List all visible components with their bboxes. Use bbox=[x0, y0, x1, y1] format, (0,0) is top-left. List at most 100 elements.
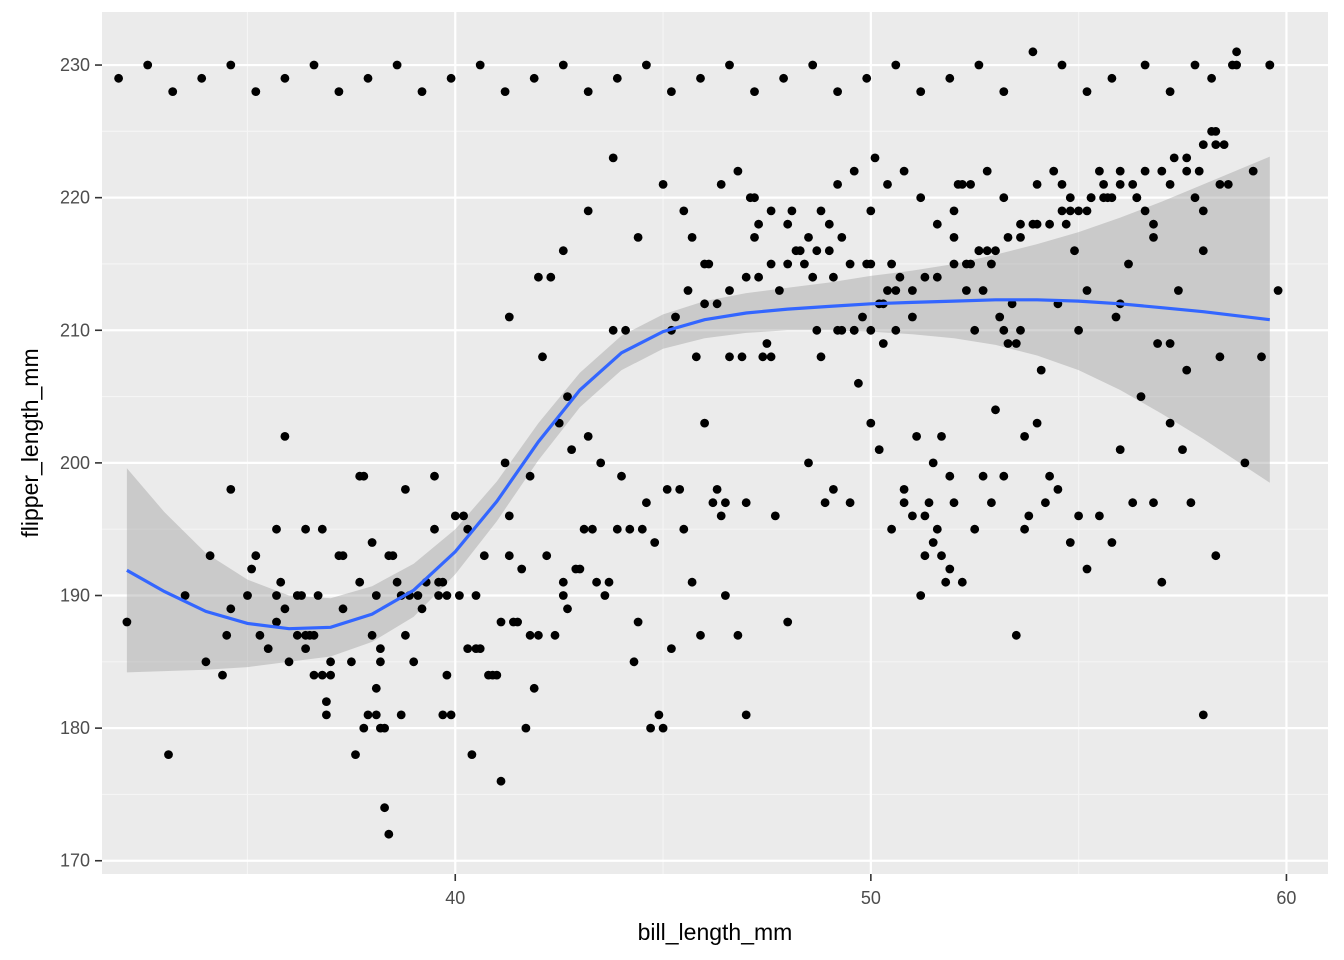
data-point bbox=[932, 272, 942, 282]
data-point bbox=[1111, 312, 1121, 322]
data-point bbox=[388, 551, 398, 561]
data-point bbox=[1016, 325, 1025, 335]
data-point bbox=[891, 286, 901, 295]
data-point bbox=[1024, 511, 1034, 521]
data-point bbox=[1082, 87, 1092, 96]
data-point bbox=[1190, 60, 1200, 70]
data-point bbox=[1065, 206, 1075, 216]
data-point bbox=[696, 630, 705, 640]
data-point bbox=[999, 471, 1009, 481]
data-point bbox=[355, 577, 365, 587]
data-point bbox=[272, 591, 281, 600]
x-axis: 40 50 60 bbox=[445, 874, 1296, 908]
data-point bbox=[945, 471, 955, 481]
data-point bbox=[567, 445, 576, 454]
data-point bbox=[1082, 206, 1092, 216]
data-point bbox=[741, 710, 751, 720]
data-point bbox=[816, 352, 826, 362]
data-point bbox=[675, 485, 685, 494]
data-point bbox=[812, 325, 822, 335]
x-axis-title: bill_length_mm bbox=[638, 919, 793, 945]
data-point bbox=[243, 591, 252, 600]
data-point bbox=[1165, 418, 1175, 428]
data-point bbox=[837, 233, 847, 242]
data-point bbox=[347, 657, 356, 667]
data-point bbox=[596, 458, 606, 468]
data-point bbox=[949, 233, 959, 242]
data-point bbox=[417, 87, 427, 96]
data-point bbox=[1053, 485, 1063, 494]
data-point bbox=[754, 272, 763, 282]
data-point bbox=[883, 286, 892, 295]
data-point bbox=[1082, 564, 1092, 574]
data-point bbox=[392, 60, 402, 70]
data-point bbox=[396, 710, 406, 720]
x-tick-label: 40 bbox=[445, 888, 465, 908]
data-point bbox=[937, 551, 946, 561]
data-point bbox=[891, 60, 901, 70]
data-point bbox=[758, 352, 768, 362]
data-point bbox=[1011, 630, 1021, 640]
data-point bbox=[642, 498, 651, 508]
data-point bbox=[716, 511, 726, 521]
data-point bbox=[995, 312, 1005, 322]
data-point bbox=[937, 432, 946, 441]
data-point bbox=[633, 617, 643, 627]
data-point bbox=[1219, 140, 1229, 150]
data-point bbox=[1157, 577, 1167, 587]
data-point bbox=[579, 524, 589, 534]
data-point bbox=[1149, 498, 1158, 508]
y-tick-label: 180 bbox=[60, 718, 90, 738]
data-point bbox=[970, 325, 980, 335]
data-point bbox=[588, 524, 597, 534]
data-point bbox=[525, 471, 535, 481]
data-point bbox=[887, 259, 896, 269]
data-point bbox=[1136, 392, 1146, 401]
data-point bbox=[679, 524, 689, 534]
data-point bbox=[766, 352, 776, 362]
data-point bbox=[824, 246, 834, 256]
data-point bbox=[741, 498, 751, 508]
data-point bbox=[920, 272, 930, 282]
data-point bbox=[367, 538, 377, 547]
data-point bbox=[912, 432, 921, 441]
data-point bbox=[721, 498, 730, 508]
data-point bbox=[463, 644, 473, 653]
data-point bbox=[1140, 206, 1150, 216]
data-point bbox=[1074, 325, 1083, 335]
data-point bbox=[351, 750, 360, 759]
data-point bbox=[974, 60, 984, 70]
data-point bbox=[309, 670, 319, 680]
data-point bbox=[255, 630, 265, 640]
data-point bbox=[197, 73, 207, 83]
data-point bbox=[945, 73, 955, 83]
data-point bbox=[966, 180, 975, 189]
data-point bbox=[716, 180, 726, 189]
data-point bbox=[380, 723, 389, 733]
data-point bbox=[1165, 180, 1175, 189]
data-point bbox=[887, 524, 896, 534]
data-point bbox=[1186, 498, 1196, 508]
data-point bbox=[775, 286, 784, 295]
data-point bbox=[446, 73, 456, 83]
data-point bbox=[1182, 166, 1192, 176]
data-point bbox=[455, 591, 464, 600]
data-point bbox=[280, 432, 290, 441]
data-point bbox=[558, 246, 568, 256]
data-point bbox=[999, 87, 1009, 96]
data-point bbox=[276, 577, 286, 587]
data-point bbox=[957, 577, 967, 587]
data-point bbox=[849, 325, 859, 335]
data-point bbox=[1065, 193, 1075, 203]
data-point bbox=[538, 352, 547, 362]
data-point bbox=[712, 485, 722, 494]
plot-panel bbox=[102, 12, 1328, 874]
data-point bbox=[1074, 511, 1083, 521]
data-point bbox=[982, 166, 992, 176]
data-point bbox=[521, 723, 531, 733]
data-point bbox=[858, 312, 867, 322]
data-point bbox=[529, 73, 539, 83]
data-point bbox=[725, 352, 734, 362]
data-point bbox=[359, 471, 369, 481]
data-point bbox=[226, 60, 236, 70]
